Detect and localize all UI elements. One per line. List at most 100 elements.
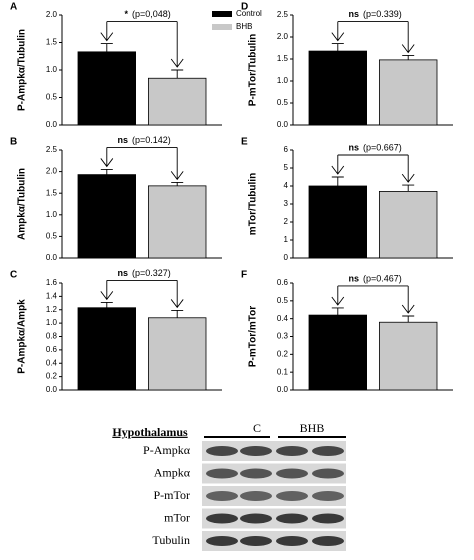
significance-mark: ns bbox=[117, 268, 128, 278]
blot-band bbox=[276, 446, 308, 456]
y-tick-label: 6 bbox=[284, 145, 289, 154]
y-tick-label: 1.4 bbox=[46, 291, 58, 300]
p-value: (p=0,048) bbox=[132, 9, 171, 19]
error-bar bbox=[171, 181, 184, 186]
y-tick-label: 2.0 bbox=[46, 10, 58, 19]
y-axis-label: P-Ampkα/Tubulin bbox=[17, 29, 28, 111]
significance-bracket bbox=[100, 146, 184, 181]
y-tick-label: 0.2 bbox=[277, 349, 289, 358]
blot-row-label: P-mTor bbox=[154, 488, 191, 502]
y-axis-label: P-mTor/mTor bbox=[248, 306, 259, 367]
y-tick-label: 0.2 bbox=[46, 372, 58, 381]
bar bbox=[77, 51, 136, 126]
y-tick-label: 5 bbox=[284, 163, 289, 172]
y-tick-label: 2 bbox=[284, 217, 289, 226]
bar bbox=[308, 314, 367, 391]
blot-band bbox=[206, 536, 238, 546]
y-tick-label: 1 bbox=[284, 235, 289, 244]
y-tick-label: 1.0 bbox=[46, 65, 58, 74]
y-tick-label: 1.6 bbox=[46, 278, 58, 287]
y-tick-label: 1.2 bbox=[46, 305, 58, 314]
y-axis-label: mTor/Tubulin bbox=[248, 173, 259, 235]
bar bbox=[308, 50, 367, 126]
y-tick-label: 0.6 bbox=[277, 278, 289, 287]
panel-letter: F bbox=[241, 270, 247, 281]
panel-letter: A bbox=[10, 2, 17, 13]
significance-mark: * bbox=[124, 9, 128, 19]
y-tick-label: 4 bbox=[284, 181, 289, 190]
p-value: (p=0.339) bbox=[363, 9, 402, 19]
blot-band bbox=[206, 513, 238, 524]
y-tick-label: 0.0 bbox=[46, 385, 58, 394]
panel: D P-mTor/Tubulin 0.0 0.5 1.0 1.5 2.0 2.5 ns (p=0.… bbox=[241, 2, 453, 129]
error-bar bbox=[171, 309, 184, 318]
blot-strip bbox=[202, 486, 346, 506]
y-tick-label: 0.0 bbox=[277, 120, 289, 129]
error-bar bbox=[402, 315, 415, 323]
legend-swatch bbox=[212, 24, 232, 30]
panel: F P-mTor/mTor 0.0 0.1 0.2 0.3 0.4 0.5 0.6 ns (p=0.… bbox=[241, 270, 453, 394]
error-bar bbox=[331, 176, 344, 186]
y-tick-label: 3 bbox=[284, 199, 289, 208]
blot-row-label: Ampkα bbox=[154, 465, 191, 479]
error-bar bbox=[331, 43, 344, 52]
bar bbox=[378, 59, 438, 126]
y-tick-label: 0.0 bbox=[46, 120, 58, 129]
blot-row-label: P-Ampkα bbox=[143, 443, 191, 457]
error-bar bbox=[402, 184, 415, 192]
panel: C P-Ampkα/Ampk 0.0 0.2 0.4 0.6 0.8 1.0 1.2 1.4 1.6… bbox=[10, 268, 222, 394]
blot-group: C bbox=[253, 421, 261, 435]
significance-bracket bbox=[100, 21, 184, 68]
blot-strip bbox=[202, 463, 346, 484]
blot-row-label: Tubulin bbox=[152, 533, 190, 547]
y-tick-label: 2.5 bbox=[277, 10, 289, 19]
blot-band bbox=[312, 446, 344, 456]
blot-row-label: mTor bbox=[164, 510, 190, 524]
panel: B Ampkα/Tubulin 0.0 0.5 1.0 1.5 2.0 2.5 ns (p=0.1… bbox=[10, 135, 222, 262]
blot-band bbox=[240, 536, 272, 546]
y-axis-label: Ampkα/Tubulin bbox=[17, 168, 28, 240]
bar bbox=[77, 307, 136, 391]
bar bbox=[308, 185, 367, 259]
y-tick-label: 1.5 bbox=[277, 54, 289, 63]
blot-band bbox=[312, 513, 344, 524]
p-value: (p=0.667) bbox=[363, 142, 402, 152]
blot-band bbox=[312, 536, 344, 546]
significance-bracket bbox=[331, 154, 415, 183]
y-axis-label: P-mTor/Tubulin bbox=[248, 34, 259, 106]
error-bar bbox=[402, 55, 415, 60]
bar bbox=[147, 185, 207, 259]
panel-letter: E bbox=[241, 137, 248, 148]
blot-rows: P-Ampkα Ampkα P-mTor mTor Tubulin bbox=[143, 441, 346, 551]
y-tick-label: 0 bbox=[284, 253, 289, 262]
panel-letter: C bbox=[10, 270, 17, 281]
significance-mark: ns bbox=[117, 135, 128, 145]
y-tick-label: 0.6 bbox=[46, 345, 58, 354]
significance-bracket bbox=[100, 279, 184, 309]
bar bbox=[147, 317, 207, 391]
y-tick-label: 0.5 bbox=[277, 98, 289, 107]
y-tick-label: 2.5 bbox=[46, 145, 58, 154]
blot-group: BHB bbox=[300, 421, 325, 435]
y-tick-label: 1.0 bbox=[277, 76, 289, 85]
y-tick-label: 0.0 bbox=[277, 385, 289, 394]
significance-mark: ns bbox=[348, 273, 359, 283]
legend-label: BHB bbox=[236, 22, 252, 31]
panel-letter: B bbox=[10, 137, 17, 148]
blot-strip bbox=[202, 441, 346, 461]
y-tick-label: 0.8 bbox=[46, 332, 58, 341]
blot-band bbox=[276, 491, 308, 501]
y-tick-label: 1.0 bbox=[46, 210, 58, 219]
error-bar bbox=[331, 307, 344, 316]
blot-band bbox=[276, 536, 308, 546]
blot-strip bbox=[202, 531, 346, 551]
significance-bracket bbox=[331, 285, 415, 314]
significance-mark: ns bbox=[348, 142, 359, 152]
bar bbox=[77, 174, 136, 259]
legend-label: Control bbox=[236, 9, 262, 18]
panel-letter: D bbox=[241, 2, 248, 13]
blot-band bbox=[240, 468, 272, 479]
blot-band bbox=[240, 491, 272, 501]
p-value: (p=0.327) bbox=[132, 268, 171, 278]
